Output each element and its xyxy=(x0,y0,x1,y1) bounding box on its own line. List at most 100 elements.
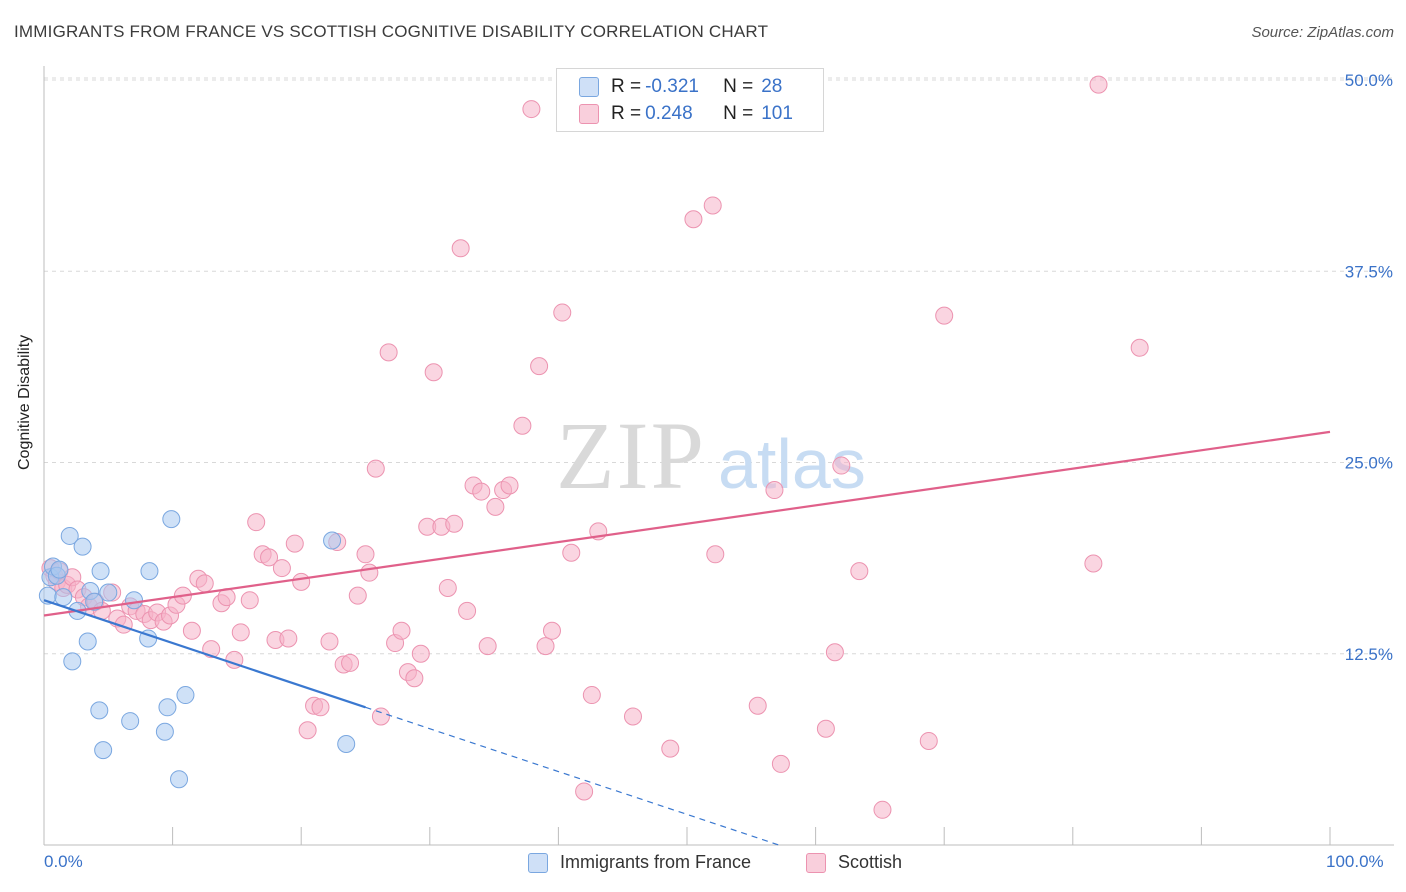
scottish-point xyxy=(292,572,311,591)
scottish-point xyxy=(438,578,457,597)
trend-lines xyxy=(43,430,1331,846)
scottish-point xyxy=(771,754,790,773)
france-point xyxy=(162,510,181,529)
france-point xyxy=(54,588,73,607)
scottish-point xyxy=(411,644,430,663)
scottish-point xyxy=(285,534,304,553)
legend-n-label: N = xyxy=(723,76,754,97)
scottish-point xyxy=(348,586,367,605)
france-point xyxy=(155,722,174,741)
legend-swatch-france xyxy=(579,77,599,97)
scottish-point xyxy=(424,363,443,382)
scottish-point xyxy=(832,456,851,475)
france-point xyxy=(170,770,189,789)
france-point xyxy=(323,531,342,550)
france-point xyxy=(91,562,110,581)
bottom-legend-label-france: Immigrants from France xyxy=(560,852,752,872)
scottish-point xyxy=(240,591,259,610)
y-axis-label: Cognitive Disability xyxy=(16,334,33,470)
france-point xyxy=(78,632,97,651)
scottish-trend-line xyxy=(43,430,1331,617)
scottish-point xyxy=(320,632,339,651)
scottish-point xyxy=(371,707,390,726)
bottom-legend-label-scottish: Scottish xyxy=(838,852,903,872)
scottish-point xyxy=(1130,338,1149,357)
france-point xyxy=(85,592,104,611)
scottish-point xyxy=(392,621,411,640)
scottish-point xyxy=(562,543,581,562)
grid-lines xyxy=(44,77,1394,655)
scottish-point xyxy=(553,303,572,322)
source-label: Source: ZipAtlas.com xyxy=(1251,24,1394,41)
france-point xyxy=(125,591,144,610)
scottish-point xyxy=(536,637,555,656)
bottom-legend-swatch-scottish xyxy=(806,852,826,873)
scottish-point xyxy=(1084,554,1103,573)
scottish-point xyxy=(703,196,722,215)
scottish-point xyxy=(706,545,725,564)
y-tick-label: 50.0% xyxy=(1345,71,1393,90)
scottish-point xyxy=(445,514,464,533)
scottish-point xyxy=(405,669,424,688)
france-point xyxy=(50,560,69,579)
scottish-point xyxy=(231,623,250,642)
france-point xyxy=(60,526,79,545)
france-point xyxy=(158,698,177,717)
scottish-point xyxy=(478,637,497,656)
france-trend-extension xyxy=(365,706,780,846)
legend-row-france: R = -0.321 N = 28 xyxy=(579,74,782,100)
france-point xyxy=(140,562,159,581)
scottish-point xyxy=(816,719,835,738)
bottom-legend-france: Immigrants from France xyxy=(528,852,751,873)
scottish-point xyxy=(850,562,869,581)
scottish-point xyxy=(582,686,601,705)
scottish-point xyxy=(935,306,954,325)
scottish-point xyxy=(575,782,594,801)
scottish-point xyxy=(279,629,298,648)
scottish-point xyxy=(341,653,360,672)
france-point xyxy=(337,735,356,754)
france-trend-line xyxy=(43,599,366,709)
scottish-point xyxy=(366,459,385,478)
scottish-point xyxy=(1089,75,1108,94)
france-point xyxy=(90,701,109,720)
scottish-point xyxy=(661,739,680,758)
scottish-point xyxy=(272,559,291,578)
scottish-point xyxy=(919,731,938,750)
scottish-point xyxy=(360,563,379,582)
legend-r-value-france: -0.321 xyxy=(645,76,699,97)
scottish-point xyxy=(356,545,375,564)
scottish-point xyxy=(458,601,477,620)
scottish-point xyxy=(623,707,642,726)
legend-n-label: N = xyxy=(723,103,754,124)
watermark-zip: ZIP xyxy=(556,402,706,509)
france-point xyxy=(176,686,195,705)
x-tick-min: 0.0% xyxy=(44,852,83,871)
legend-n-value-france: 28 xyxy=(761,76,783,97)
scottish-point xyxy=(311,698,330,717)
france-point xyxy=(73,537,92,556)
scottish-point xyxy=(765,481,784,500)
chart-title: IMMIGRANTS FROM FRANCE VS SCOTTISH COGNI… xyxy=(14,22,769,41)
scottish-point xyxy=(182,621,201,640)
scottish-point xyxy=(486,497,505,516)
legend-r-value-scottish: 0.248 xyxy=(645,103,693,124)
scottish-point xyxy=(260,548,279,567)
x-tick-max: 100.0% xyxy=(1326,852,1384,871)
scottish-point xyxy=(298,721,317,740)
scottish-point xyxy=(379,343,398,362)
scottish-point xyxy=(684,210,703,229)
scottish-point xyxy=(825,643,844,662)
france-point xyxy=(94,741,113,760)
france-points xyxy=(38,510,356,789)
scottish-point xyxy=(530,357,549,376)
scottish-point xyxy=(522,100,541,119)
scottish-point xyxy=(451,239,470,258)
france-point xyxy=(121,712,140,731)
scottish-point xyxy=(472,482,491,501)
scottish-point xyxy=(500,476,519,495)
bottom-legend-scottish: Scottish xyxy=(806,852,902,873)
y-tick-label: 37.5% xyxy=(1345,262,1393,281)
scottish-point xyxy=(513,416,532,435)
